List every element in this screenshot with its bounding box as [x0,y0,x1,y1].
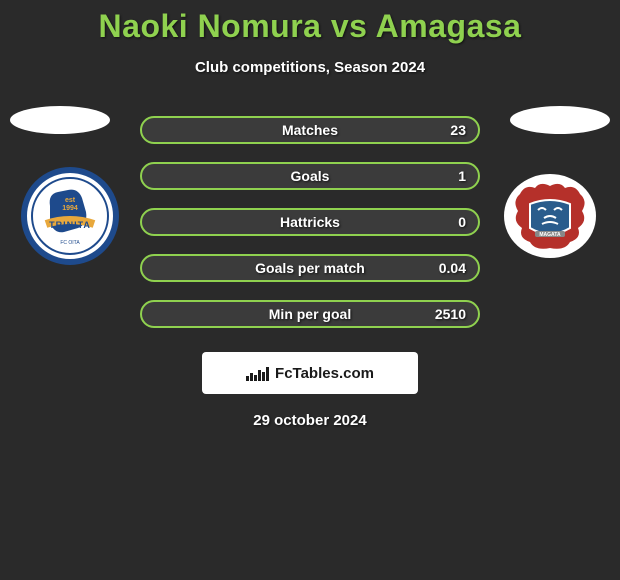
header: Naoki Nomura vs Amagasa Club competition… [0,0,620,76]
stat-row-hattricks: Hattricks 0 [140,208,480,236]
trinita-crest-icon: est 1994 TRINITA FC OITA [20,166,120,266]
bar-chart-icon [246,365,269,381]
svg-text:TRINITA: TRINITA [49,220,91,230]
stat-right-value: 23 [450,122,466,138]
stat-right-value: 1 [458,168,466,184]
right-crest-icon: MAGATA [500,166,600,266]
stat-label: Matches [282,122,338,138]
stat-right-value: 2510 [435,306,466,322]
page-subtitle: Club competitions, Season 2024 [0,59,620,76]
stat-label: Goals per match [255,260,365,276]
svg-text:1994: 1994 [62,205,78,212]
stat-label: Hattricks [280,214,340,230]
stat-right-value: 0.04 [439,260,466,276]
stat-row-goals: Goals 1 [140,162,480,190]
stat-right-value: 0 [458,214,466,230]
player-marker-left [10,106,110,134]
stats-list: Matches 23 Goals 1 Hattricks 0 Goals per… [140,116,480,328]
svg-text:MAGATA: MAGATA [539,232,561,238]
watermark-text: FcTables.com [275,365,374,382]
watermark: FcTables.com [202,352,418,394]
date-text: 29 october 2024 [0,412,620,429]
player-marker-right [510,106,610,134]
team-badge-right: MAGATA [500,166,600,266]
stat-row-matches: Matches 23 [140,116,480,144]
team-badge-left: est 1994 TRINITA FC OITA [20,166,120,266]
svg-text:est: est [65,197,76,204]
page-title: Naoki Nomura vs Amagasa [0,8,620,45]
comparison-area: est 1994 TRINITA FC OITA MAGATA Matches … [0,116,620,429]
stat-row-min-per-goal: Min per goal 2510 [140,300,480,328]
svg-text:FC OITA: FC OITA [60,240,80,246]
stat-label: Min per goal [269,306,351,322]
stat-label: Goals [291,168,330,184]
stat-row-goals-per-match: Goals per match 0.04 [140,254,480,282]
